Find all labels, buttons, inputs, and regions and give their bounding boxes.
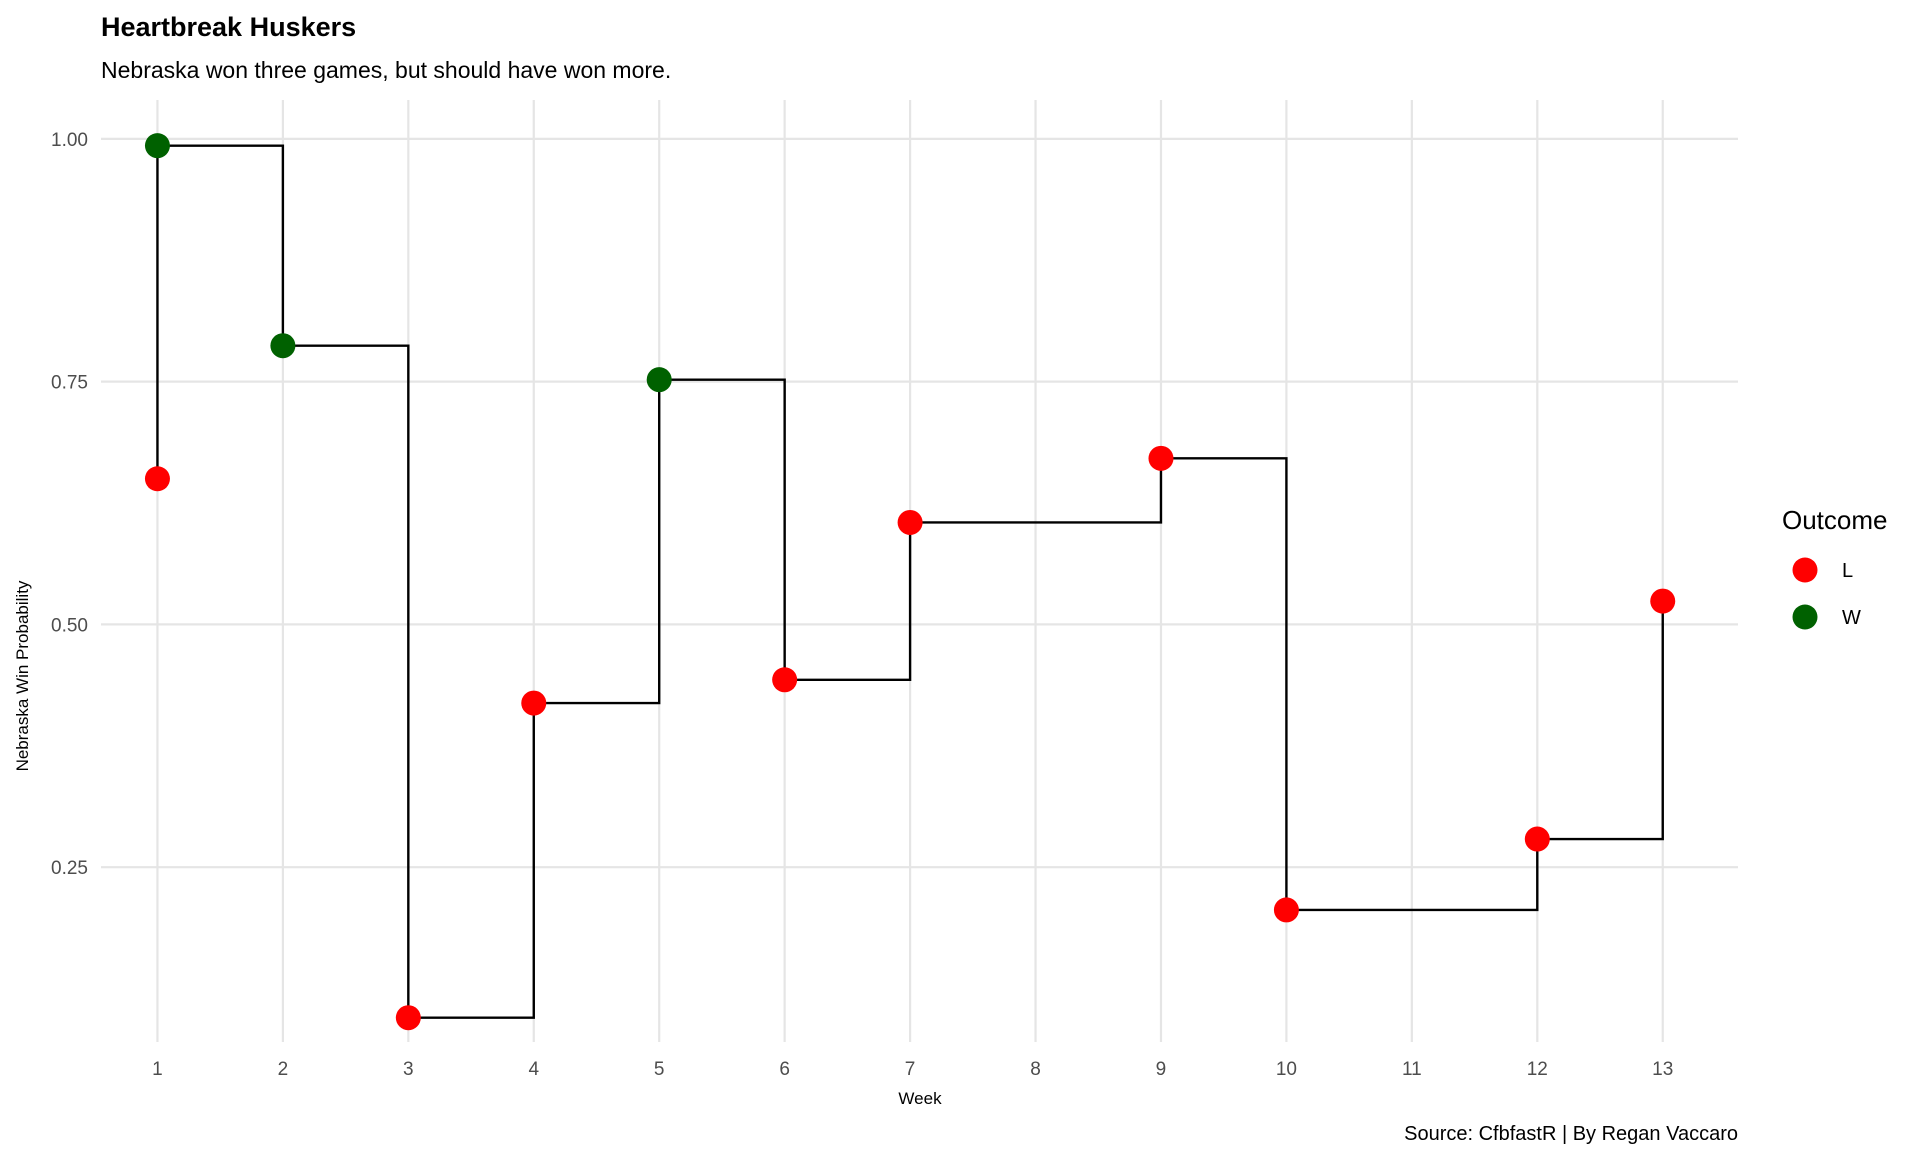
legend-title: Outcome: [1782, 505, 1888, 535]
legend-key-L: [1792, 557, 1818, 583]
data-point-week-5-W: [646, 367, 672, 393]
step-line: [156, 144, 1664, 1019]
x-tick-label: 7: [905, 1059, 916, 1080]
x-tick-label: 10: [1276, 1059, 1297, 1080]
x-tick-label: 8: [1030, 1059, 1041, 1080]
chart-subtitle: Nebraska won three games, but should hav…: [101, 57, 671, 83]
legend-label-W: W: [1842, 607, 1861, 629]
x-tick-label: 9: [1156, 1059, 1167, 1080]
y-tick-label: 1.00: [51, 130, 88, 151]
x-tick-label: 11: [1402, 1059, 1422, 1080]
data-point-week-12-L: [1524, 826, 1550, 852]
y-tick-labels: 0.25 0.50 0.75 1.00: [51, 130, 88, 879]
points-layer: [144, 133, 1676, 1031]
step-line-layer: [156, 144, 1664, 1019]
x-tick-label: 1: [152, 1059, 163, 1080]
data-point-week-4-L: [521, 690, 547, 716]
legend: Outcome LW: [1782, 505, 1888, 630]
x-tick-label: 4: [528, 1059, 539, 1080]
chart-title: Heartbreak Huskers: [101, 12, 356, 42]
data-point-week-2-W: [270, 333, 296, 359]
data-point-week-7-L: [897, 509, 923, 535]
y-tick-label: 0.50: [51, 615, 88, 636]
y-tick-label: 0.75: [51, 373, 88, 394]
data-point-week-10-L: [1273, 897, 1299, 923]
data-point-week-9-L: [1148, 445, 1174, 471]
legend-label-L: L: [1842, 560, 1853, 582]
x-tick-label: 6: [779, 1059, 790, 1080]
legend-entries: LW: [1792, 557, 1861, 630]
legend-key-W: [1792, 604, 1818, 630]
gridlines: [101, 100, 1738, 1042]
x-tick-labels: 1 2 3 4 5 6 7 8 9 10 11 12 13: [152, 1059, 1673, 1080]
y-axis-title: Nebraska Win Probability: [13, 580, 32, 771]
chart-caption: Source: CfbfastR | By Regan Vaccaro: [1404, 1123, 1738, 1145]
data-point-week-3-L: [395, 1005, 421, 1031]
data-point-week-13-L: [1650, 588, 1676, 614]
x-tick-label: 5: [654, 1059, 665, 1080]
data-point-week-1-W: [144, 133, 170, 159]
data-point-week-6-L: [772, 667, 798, 693]
x-tick-label: 3: [403, 1059, 414, 1080]
x-axis-title: Week: [898, 1089, 942, 1108]
x-tick-label: 12: [1527, 1059, 1548, 1080]
x-tick-label: 2: [278, 1059, 289, 1080]
y-tick-label: 0.25: [51, 858, 88, 879]
data-point-week-1-L: [144, 466, 170, 492]
x-tick-label: 13: [1652, 1059, 1673, 1080]
